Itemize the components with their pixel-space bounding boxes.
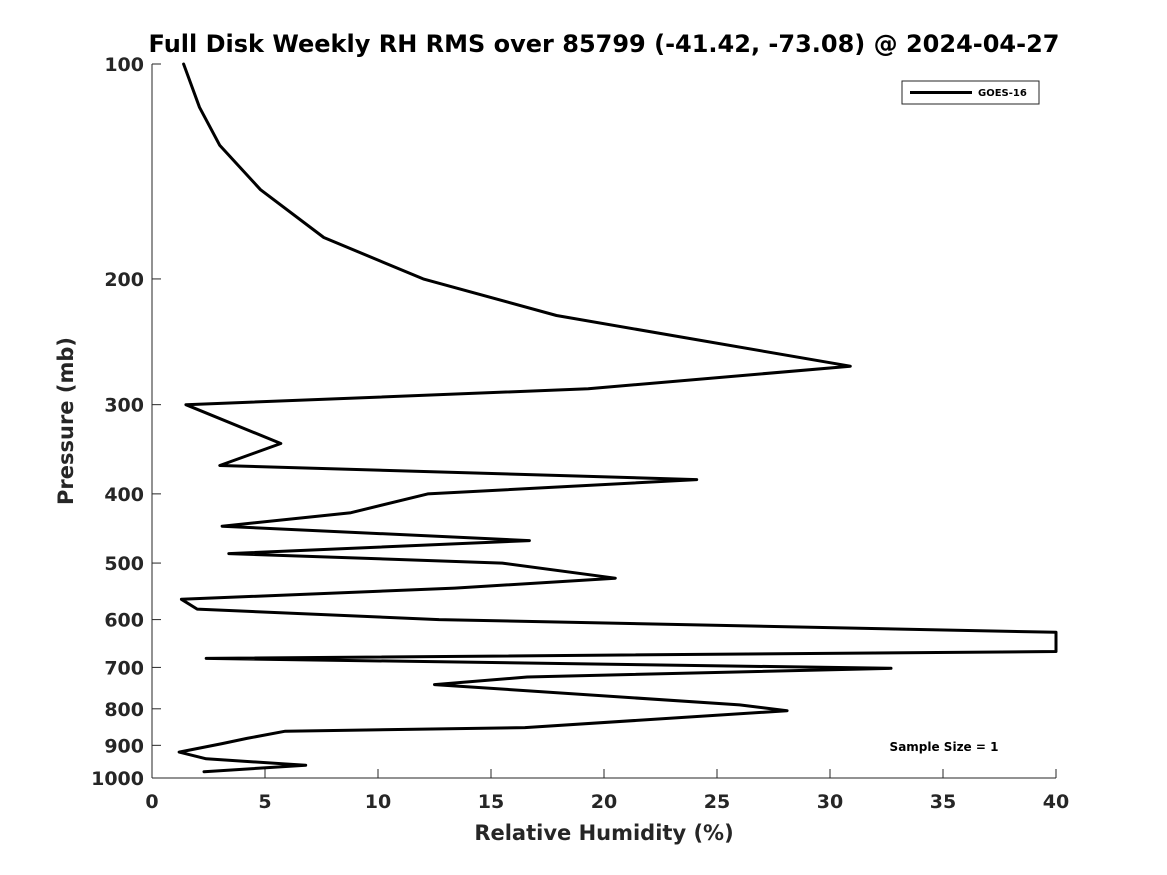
data-point [280,443,282,444]
y-ticks: 100 200 300 400 500 600 700 800 900 1000 [91,54,161,790]
data-point [890,667,892,669]
data-point [454,587,456,589]
y-tick-label-800: 800 [104,699,144,721]
data-point [305,764,307,766]
chart-title: Full Disk Weekly RH RMS over 85799 (-41.… [149,30,1060,58]
data-point [219,465,221,466]
y-tick-label-200: 200 [104,269,144,291]
y-tick-label-700: 700 [104,657,144,679]
data-point [284,730,286,732]
data-point [1055,631,1057,633]
x-tick-label-5: 5 [258,791,271,813]
x-tick-label-10: 10 [365,791,391,813]
data-point [434,684,435,686]
data-point [786,710,788,712]
data-point [696,479,698,481]
data-point [501,562,503,564]
y-tick-label-500: 500 [104,553,144,575]
y-tick-label-600: 600 [104,610,144,632]
y-tick-label-100: 100 [104,54,144,76]
y-tick-label-300: 300 [104,395,144,417]
data-point [203,771,205,773]
series-points-goes-16 [178,63,1057,773]
data-point [350,512,352,514]
y-tick-label-400: 400 [104,484,144,506]
x-tick-label-25: 25 [704,791,730,813]
data-point [228,553,230,555]
data-point [524,727,526,729]
data-point [556,315,557,316]
x-tick-label-30: 30 [817,791,843,813]
data-point [427,493,429,495]
y-tick-label-900: 900 [104,735,144,757]
data-point [739,704,741,706]
data-point [260,189,261,191]
data-point [587,388,589,390]
data-point [528,540,530,542]
x-tick-label-20: 20 [591,791,617,813]
x-tick-label-0: 0 [145,791,158,813]
x-ticks: 0 5 10 15 20 25 30 35 40 [145,769,1069,813]
data-point [178,751,180,753]
data-point [199,106,200,108]
series-layer [177,62,1058,774]
y-tick-label-1000: 1000 [91,768,144,790]
data-point [221,743,223,745]
series-line-goes-16 [177,62,1058,774]
x-tick-label-40: 40 [1043,791,1069,813]
data-point [526,676,528,678]
data-point [219,144,221,146]
sample-size-annotation: Sample Size = 1 [890,740,999,754]
data-point [614,577,616,579]
x-tick-label-15: 15 [478,791,504,813]
x-axis-label: Relative Humidity (%) [474,821,733,845]
data-point [1055,651,1057,652]
data-point [183,63,185,65]
data-point [849,365,851,367]
x-tick-label-35: 35 [930,791,956,813]
data-point [205,758,207,760]
y-axis-label: Pressure (mb) [54,337,78,505]
data-point [438,619,440,621]
legend-label-goes-16: GOES-16 [978,88,1027,99]
data-point [221,525,223,527]
data-point [323,237,325,238]
data-point [205,657,207,659]
data-point [196,608,198,610]
data-point [185,404,187,406]
legend: GOES-16 [901,80,1040,105]
data-point [422,278,424,280]
axes [151,64,1056,779]
data-point [180,598,182,600]
data-point [246,737,248,739]
